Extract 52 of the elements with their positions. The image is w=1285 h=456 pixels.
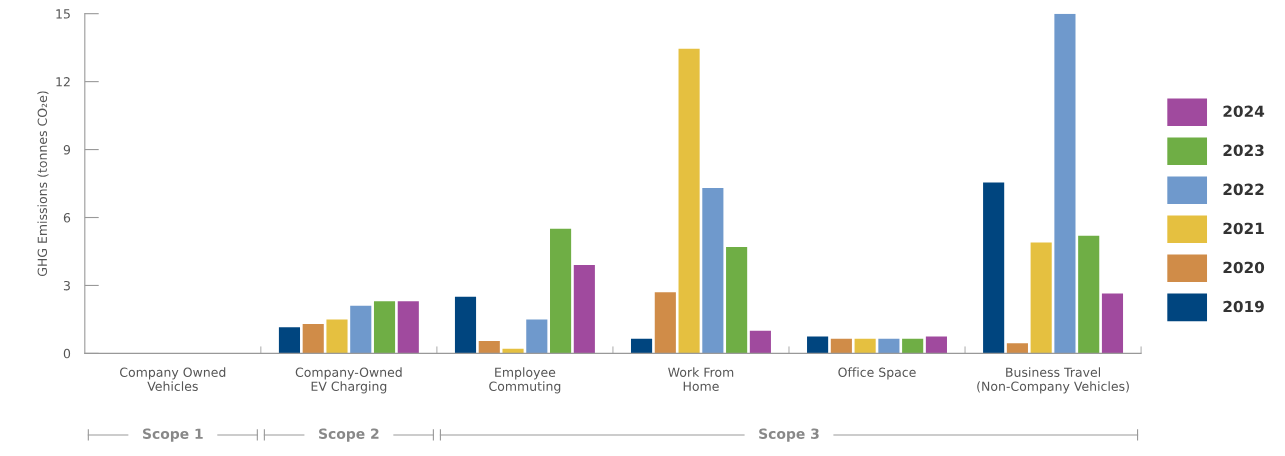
bar bbox=[1078, 235, 1100, 354]
bar bbox=[749, 330, 771, 354]
y-tick-label: 3 bbox=[63, 280, 70, 291]
legend-label: 2019 bbox=[1223, 300, 1264, 313]
bar bbox=[350, 305, 372, 354]
legend-label: 2022 bbox=[1223, 183, 1264, 196]
legend-label: 2021 bbox=[1223, 222, 1264, 235]
y-tick-label: 15 bbox=[56, 9, 70, 19]
bar bbox=[830, 338, 852, 354]
x-tick-label: Company-Owned EV Charging bbox=[295, 367, 402, 394]
bar bbox=[373, 301, 396, 354]
bar bbox=[1054, 13, 1076, 354]
legend-label: 2020 bbox=[1223, 261, 1265, 274]
x-tick-label: Work From Home bbox=[668, 367, 734, 391]
y-axis-title: GHG Emissions (tonnes CO₂e) bbox=[37, 91, 49, 277]
text: Scope 3 bbox=[759, 428, 819, 442]
bar bbox=[702, 188, 724, 354]
bar bbox=[983, 182, 1005, 354]
bar bbox=[526, 319, 548, 354]
bar bbox=[1030, 242, 1052, 354]
y-tick-label: 0 bbox=[63, 348, 71, 359]
x-tick-label: Employee Commuting bbox=[489, 367, 561, 394]
bar bbox=[726, 246, 748, 354]
bar bbox=[854, 338, 876, 354]
bar bbox=[1101, 293, 1124, 354]
bar bbox=[807, 336, 829, 354]
bar bbox=[630, 338, 653, 354]
bar bbox=[302, 323, 324, 354]
bar bbox=[278, 327, 301, 354]
x-tick-label: Company Owned Vehicles bbox=[120, 367, 226, 391]
bar bbox=[1006, 343, 1028, 354]
bar bbox=[678, 48, 700, 354]
bar bbox=[925, 336, 947, 354]
bar bbox=[478, 340, 500, 354]
bar bbox=[654, 292, 676, 354]
bar bbox=[902, 338, 924, 354]
bar bbox=[573, 265, 595, 354]
bar bbox=[454, 296, 477, 354]
y-tick-label: 12 bbox=[56, 77, 70, 87]
legend-label: 2024 bbox=[1223, 105, 1265, 118]
legend-label: 2023 bbox=[1223, 144, 1264, 157]
bar bbox=[326, 319, 348, 354]
x-tick-label: Business Travel (Non-Company Vehicles) bbox=[977, 367, 1129, 394]
text: Scope 1 bbox=[143, 428, 203, 442]
bar bbox=[878, 338, 900, 354]
bar bbox=[502, 348, 524, 354]
bar bbox=[550, 228, 572, 354]
text: Scope 2 bbox=[319, 428, 379, 442]
y-tick-label: 6 bbox=[63, 212, 71, 223]
bar bbox=[397, 301, 419, 354]
x-tick-label: Office Space bbox=[838, 367, 916, 380]
y-tick-label: 9 bbox=[63, 145, 71, 155]
